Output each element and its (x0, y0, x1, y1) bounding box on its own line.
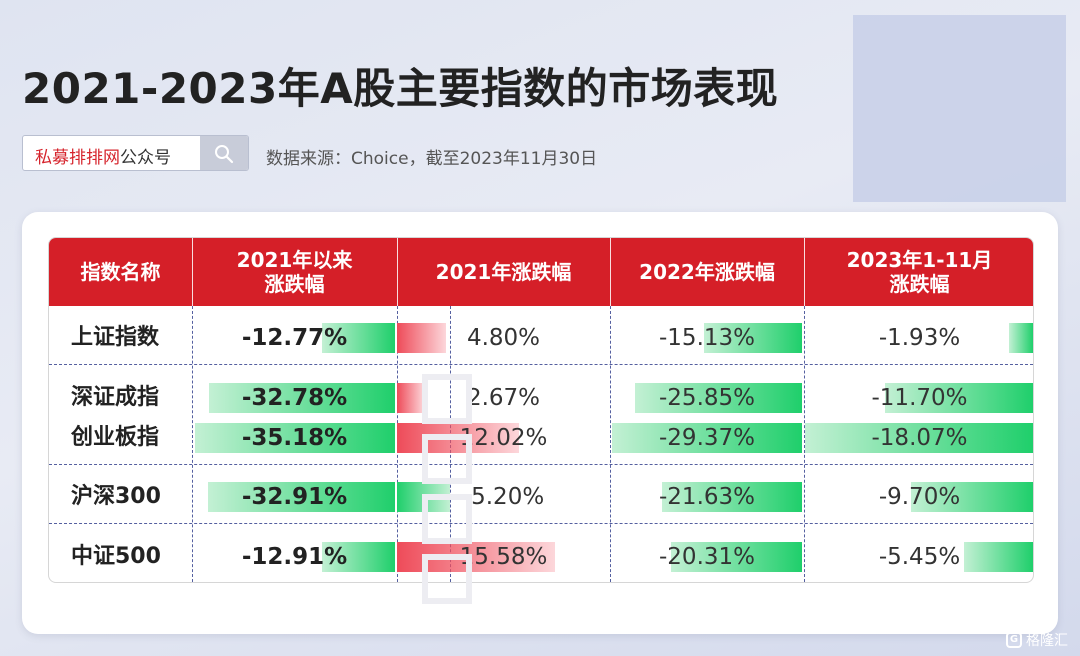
search-box[interactable]: 私募排排网公众号 (22, 135, 249, 171)
watermark-stamp (422, 374, 472, 604)
row-name: 深证成指 (71, 385, 160, 410)
search-text: 私募排排网公众号 (35, 143, 171, 168)
search-brand: 私募排排网 (35, 148, 120, 168)
value-label: -12.91% (241, 544, 348, 570)
row-divider (49, 364, 1033, 365)
table-header: 指数名称 2021年以来 涨跌幅 2021年涨跌幅 2022年涨跌幅 2023年1-11月… (49, 238, 1033, 306)
search-button[interactable] (200, 136, 248, 170)
header-label: 指数名称 (80, 260, 161, 284)
row-name: 沪深300 (71, 484, 161, 509)
bar-mark (208, 383, 395, 413)
bar-mark (964, 542, 1033, 572)
value-label: -5.20% (462, 484, 545, 510)
value-label: -20.31% (659, 544, 755, 570)
header-label: 2021年涨跌幅 (435, 260, 572, 284)
header-label: 2022年涨跌幅 (639, 260, 775, 284)
header-cell-4: 2023年1-11月 涨跌幅 (804, 238, 1033, 306)
bar-mark (704, 323, 802, 353)
table-card: 指数名称 2021年以来 涨跌幅 2021年涨跌幅 2022年涨跌幅 2023年1-11月… (22, 212, 1058, 634)
value-label: -32.78% (241, 385, 348, 411)
logo-text: 格隆汇 (1026, 633, 1068, 649)
header-separator (804, 238, 805, 306)
bar-mark (885, 383, 1033, 413)
value-label: -25.85% (659, 385, 755, 411)
bar-mark (805, 423, 1033, 453)
row-name: 上证指数 (71, 325, 160, 350)
header-cell-3: 2022年涨跌幅 (610, 238, 804, 306)
logo-icon: G (1006, 632, 1022, 648)
bar-mark (662, 482, 802, 512)
header-separator (610, 238, 611, 306)
value-label: -18.07% (871, 425, 968, 451)
value-label: 12.02% (459, 425, 548, 451)
value-label: -9.70% (878, 484, 961, 510)
value-label: -15.13% (659, 325, 755, 351)
page-title: 2021-2023年A股主要指数的市场表现 (22, 64, 779, 113)
column-divider (610, 306, 611, 582)
brand-logo: G 格隆汇 (1006, 630, 1068, 650)
bar-mark (634, 383, 802, 413)
index-performance-table: 指数名称 2021年以来 涨跌幅 2021年涨跌幅 2022年涨跌幅 2023年1-11月… (48, 237, 1034, 583)
value-label: -1.93% (878, 325, 961, 351)
header-label: 涨跌幅 (264, 272, 325, 296)
header-cell-0: 指数名称 (49, 238, 192, 306)
bar-mark (397, 383, 425, 413)
bar-mark (910, 482, 1033, 512)
value-label: -32.91% (241, 484, 348, 510)
header-label: 2023年1-11月 (846, 248, 993, 272)
value-label: -35.18% (241, 425, 348, 451)
bar-mark (397, 323, 446, 353)
header-label: 2021年以来 (236, 248, 353, 272)
row-divider (49, 523, 1033, 524)
column-divider (804, 306, 805, 582)
header-label: 涨跌幅 (889, 272, 950, 296)
bar-mark (670, 542, 802, 572)
value-label: -21.63% (659, 484, 755, 510)
value-label: 4.80% (466, 325, 541, 351)
decorative-panel (853, 15, 1066, 202)
header-separator (397, 238, 398, 306)
value-label: -12.77% (241, 325, 348, 351)
bar-mark (321, 542, 395, 572)
value-label: -29.37% (659, 425, 755, 451)
value-label: -5.45% (878, 544, 961, 570)
value-label: 2.67% (466, 385, 541, 411)
bar-mark (1008, 323, 1033, 353)
search-icon (215, 145, 234, 164)
bar-mark (322, 323, 395, 353)
row-name: 创业板指 (71, 425, 160, 450)
search-suffix: 公众号 (120, 148, 171, 168)
header-cell-1: 2021年以来 涨跌幅 (192, 238, 397, 306)
bar-mark (612, 423, 802, 453)
header-separator (192, 238, 193, 306)
bar-mark (195, 423, 395, 453)
row-name: 中证500 (71, 544, 161, 569)
value-label: -11.70% (871, 385, 968, 411)
data-source-note: 数据来源：Choice，截至2023年11月30日 (266, 149, 598, 169)
column-divider (192, 306, 193, 582)
row-divider (49, 464, 1033, 465)
header-cell-2: 2021年涨跌幅 (397, 238, 610, 306)
value-label: 15.58% (459, 544, 548, 570)
bar-mark (207, 482, 395, 512)
